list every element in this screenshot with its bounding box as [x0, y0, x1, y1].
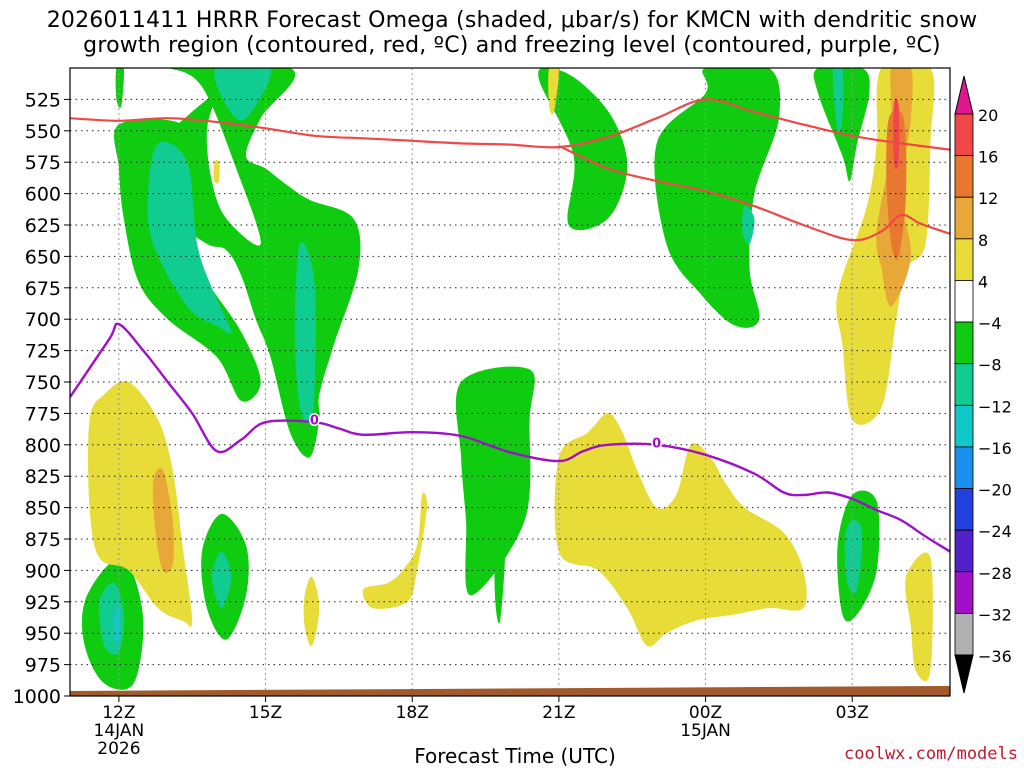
contour-lines: 00 [70, 98, 950, 553]
colorbar-bin-2 [954, 155, 974, 198]
xtick-label-21Z: 21Z [542, 703, 575, 723]
dgz-lower-contour [558, 144, 950, 242]
colorbar-label-5: 4 [978, 272, 988, 291]
xtick-label-03Z: 03Z [836, 703, 869, 723]
omega-region-20 [113, 606, 120, 644]
colorbar-bin-8 [954, 404, 974, 448]
ytick-label-825: 825 [25, 466, 61, 488]
xtick-label-18Z: 18Z [396, 703, 429, 723]
omega-region-8 [494, 537, 506, 624]
omega-region-21 [548, 68, 559, 115]
ytick-label-775: 775 [25, 403, 61, 425]
credit-text: coolwx.com/models [844, 744, 1018, 764]
xtick-label-12Z: 12Z [102, 703, 135, 723]
ytick-label-625: 625 [25, 215, 61, 237]
colorbar-bin-10 [954, 488, 974, 531]
ytick-label-575: 575 [25, 152, 61, 174]
omega-region-15 [832, 68, 844, 134]
ytick-label-525: 525 [25, 89, 61, 111]
ytick-label-975: 975 [25, 655, 61, 677]
ytick-label-600: 600 [25, 184, 61, 206]
colorbar-label-13: −32 [978, 605, 1012, 624]
colorbar-label-9: −16 [978, 439, 1012, 458]
ytick-label-550: 550 [25, 121, 61, 143]
ytick-label-675: 675 [25, 278, 61, 300]
omega-region-5 [654, 68, 781, 328]
omega-region-18 [211, 551, 232, 609]
ytick-label-925: 925 [25, 592, 61, 614]
chart-title: 2026011411 HRRR Forecast Omega (shaded, … [0, 8, 1024, 58]
colorbar-label-3: 12 [978, 189, 998, 208]
ytick-label-850: 850 [25, 498, 61, 520]
omega-region-28 [905, 552, 933, 682]
freezing-level-label-1: 0 [310, 414, 319, 429]
colorbar-label-12: −28 [978, 564, 1012, 583]
colorbar-label-1: 20 [978, 106, 998, 125]
y-axis: 525 550 575 600 625 650 675 700 725 750 775 800 825 8… [13, 89, 70, 708]
omega-region-16 [741, 205, 755, 245]
ytick-label-875: 875 [25, 529, 61, 551]
colorbar-bin-13 [954, 612, 974, 656]
colorbar-label-10: −20 [978, 481, 1012, 500]
ytick-label-800: 800 [25, 435, 61, 457]
colorbar-label-6: −4 [978, 314, 1002, 333]
omega-region-32 [893, 98, 900, 170]
colorbar-label-7: −8 [978, 356, 1002, 375]
colorbar-bin-12 [954, 571, 974, 614]
colorbar-bin-4 [954, 238, 974, 281]
title-line-2: growth region (contoured, red, ºC) and f… [83, 33, 941, 58]
ytick-label-700: 700 [25, 309, 61, 331]
omega-region-30 [152, 467, 174, 573]
colorbar: 20 16 12 8 4 −4 −8 −12 −16 −20 −24 −28 −32 −36 [954, 75, 1012, 694]
omega-region-26 [362, 492, 428, 609]
xtick-date-00Z: 15JAN [680, 721, 731, 741]
colorbar-bin-6 [954, 321, 974, 365]
freezing-level-contour [70, 322, 950, 553]
omega-region-13 [147, 141, 232, 335]
ytick-label-650: 650 [25, 246, 61, 268]
ytick-label-750: 750 [25, 372, 61, 394]
ytick-label-950: 950 [25, 623, 61, 645]
colorbar-bin-9 [954, 446, 974, 489]
ytick-label-1000: 1000 [13, 686, 61, 708]
ytick-label-900: 900 [25, 560, 61, 582]
colorbar-bottom-arrow [954, 654, 974, 694]
xtick-year-12Z: 2026 [97, 739, 140, 759]
title-line-1: 2026011411 HRRR Forecast Omega (shaded, … [46, 8, 978, 33]
omega-shading [81, 68, 935, 690]
colorbar-label-11: −24 [978, 522, 1012, 541]
colorbar-bin-1 [954, 113, 974, 157]
x-axis-title: Forecast Time (UTC) [414, 744, 616, 768]
colorbar-bin-3 [954, 196, 974, 240]
colorbar-top-arrow [954, 75, 974, 115]
colorbar-label-8: −12 [978, 397, 1012, 416]
omega-region-12 [214, 68, 272, 121]
xtick-date-12Z: 14JAN [94, 721, 145, 741]
colorbar-label-2: 16 [978, 148, 998, 167]
dgz-upper-contour [70, 98, 950, 151]
colorbar-bin-7 [954, 363, 974, 406]
freezing-level-label-2: 0 [652, 436, 661, 451]
ground-fill [70, 685, 950, 696]
xtick-label-15Z: 15Z [249, 703, 282, 723]
omega-region-14 [294, 241, 316, 421]
xtick-label-00Z: 00Z [689, 703, 722, 723]
omega-region-19 [844, 519, 863, 594]
omega-region-1 [115, 68, 124, 108]
omega-region-7 [455, 366, 535, 596]
colorbar-label-4: 8 [978, 231, 988, 250]
omega-region-25 [303, 576, 320, 647]
ground-layer [70, 685, 950, 696]
omega-region-4 [538, 68, 628, 231]
colorbar-bin-11 [954, 529, 974, 573]
omega-region-27 [554, 413, 807, 647]
colorbar-label-14: −36 [978, 647, 1012, 666]
ytick-label-725: 725 [25, 341, 61, 363]
gridlines [70, 68, 950, 696]
omega-region-22 [213, 159, 220, 184]
colorbar-bin-5 [954, 280, 974, 323]
